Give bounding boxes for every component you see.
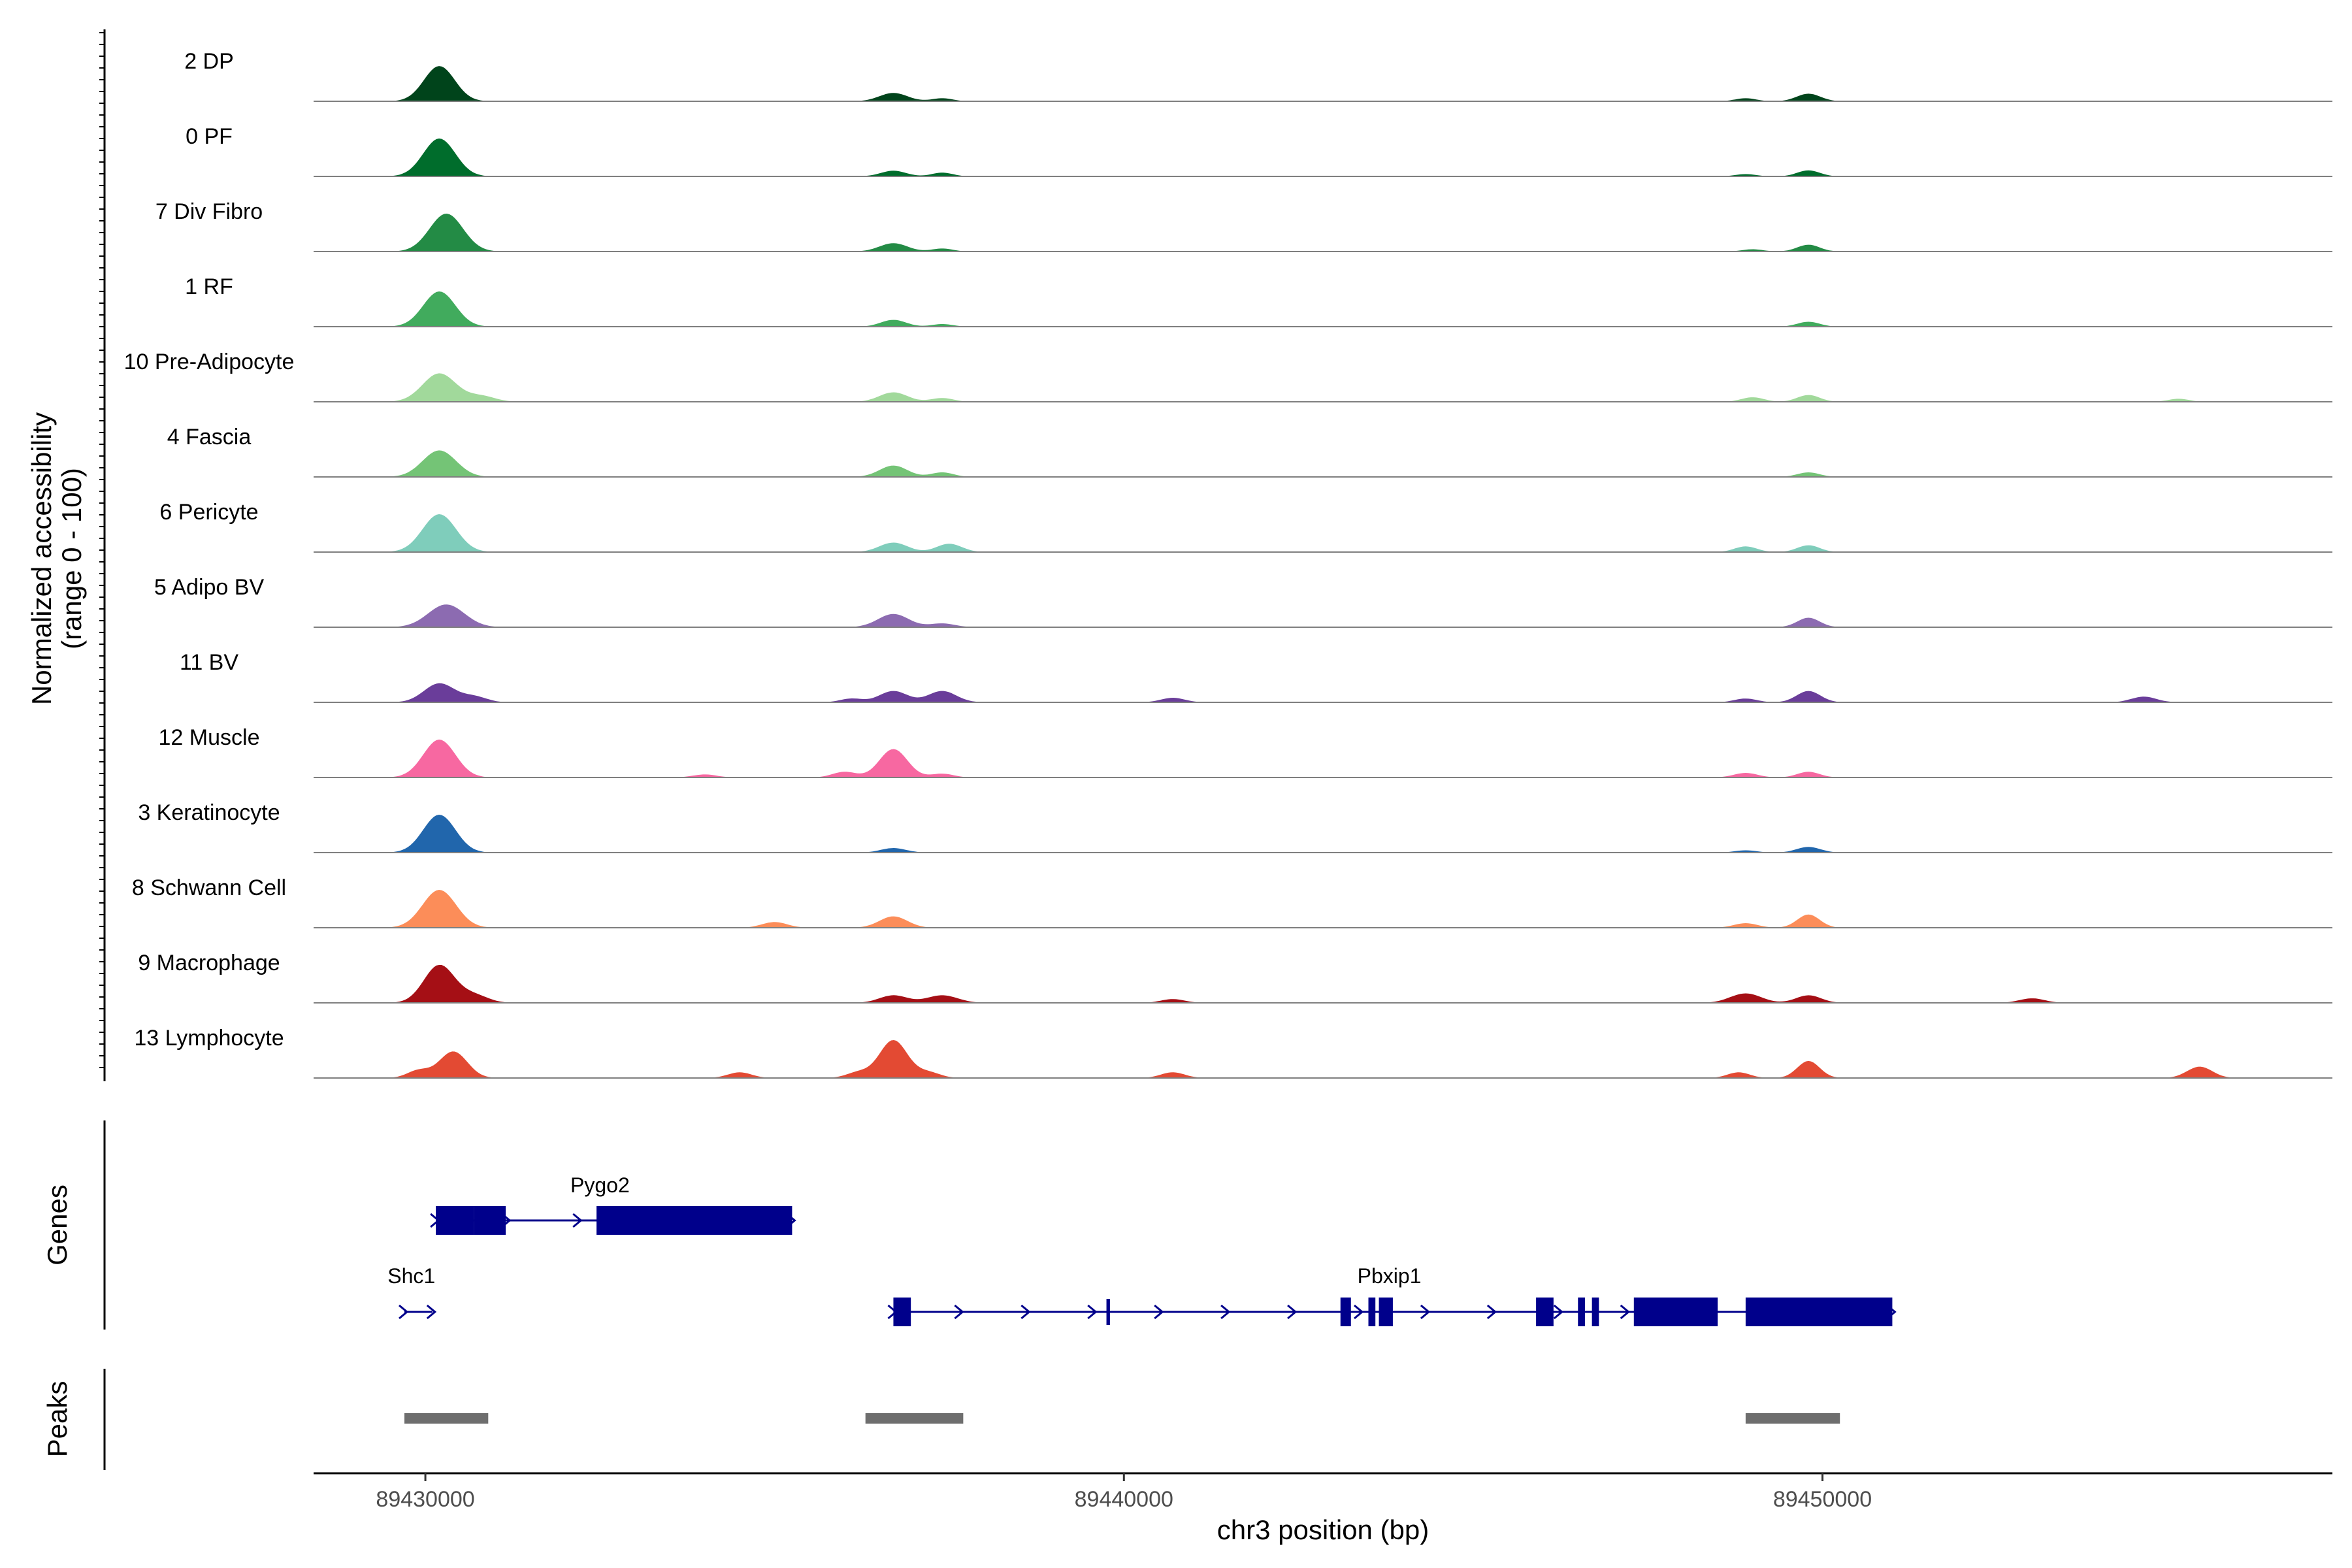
exon-block — [1340, 1298, 1351, 1326]
track-label: 5 Adipo BV — [154, 575, 265, 600]
x-axis-title: chr3 position (bp) — [1217, 1514, 1429, 1545]
track-11-bv: 11 BV — [180, 650, 2332, 703]
gene-pygo2: Pygo2 — [430, 1173, 796, 1235]
track-label: 9 Macrophage — [138, 951, 280, 975]
peak-bar — [404, 1413, 489, 1424]
strand-arrow — [426, 1304, 437, 1320]
track-9-macrophage: 9 Macrophage — [138, 951, 2332, 1004]
strand-arrow — [1154, 1304, 1164, 1320]
peak-bar — [1745, 1413, 1840, 1424]
strand-arrow — [1553, 1304, 1564, 1320]
strand-arrow — [572, 1213, 583, 1228]
track-label: 0 PF — [186, 124, 233, 149]
x-axis: 89430000 89440000 89450000 chr3 position (… — [314, 1472, 2332, 1545]
track-label: 1 RF — [185, 274, 233, 299]
gene-pbxip1: Pbxip1 — [887, 1264, 1897, 1326]
exon-block — [1379, 1298, 1393, 1326]
peak-regions — [404, 1413, 1840, 1424]
coverage-y-ticks — [99, 32, 105, 1068]
track-5-adipo-bv: 5 Adipo BV — [154, 575, 2332, 628]
exon-block — [436, 1206, 474, 1235]
strand-arrow — [1620, 1304, 1631, 1320]
track-7-div-fibro: 7 Div Fibro — [155, 199, 2332, 252]
gene-models: Pygo2 Shc1 Pbxip1 — [387, 1173, 1897, 1326]
strand-arrow — [1087, 1304, 1098, 1320]
exon-block — [596, 1206, 792, 1235]
exon-block — [1633, 1298, 1718, 1326]
track-label: 13 Lymphocyte — [134, 1026, 284, 1051]
track-3-keratinocyte: 3 Keratinocyte — [138, 800, 2332, 853]
coverage-area — [314, 683, 2332, 702]
track-label: 12 Muscle — [159, 725, 260, 750]
track-label: 3 Keratinocyte — [138, 800, 280, 825]
track-label: 4 Fascia — [167, 425, 252, 449]
strand-arrow — [1287, 1304, 1298, 1320]
strand-arrow — [399, 1304, 409, 1320]
x-tick-label: 89430000 — [376, 1487, 474, 1512]
track-label: 7 Div Fibro — [155, 199, 263, 224]
gene-label: Shc1 — [387, 1264, 435, 1288]
peaks-panel-title: Peaks — [42, 1381, 73, 1458]
peak-bar — [865, 1413, 964, 1424]
track-13-lymphocyte: 13 Lymphocyte — [134, 1026, 2332, 1079]
exon-block — [1368, 1298, 1376, 1326]
genes-panel: Genes Pygo2 Shc1 Pbxip1 — [42, 1120, 1897, 1330]
x-ticks: 89430000 89440000 89450000 — [376, 1473, 1872, 1512]
coverage-panel: Normalized accessibility (range 0 - 100)… — [26, 29, 2332, 1081]
x-tick-label: 89450000 — [1773, 1487, 1872, 1512]
track-12-muscle: 12 Muscle — [159, 725, 2332, 778]
track-2-dp: 2 DP — [184, 49, 2332, 102]
exon-block — [1106, 1299, 1110, 1325]
coverage-y-axis-title-line-2: (range 0 - 100) — [56, 468, 87, 649]
track-label: 8 Schwann Cell — [132, 875, 286, 900]
genes-panel-title: Genes — [42, 1184, 73, 1266]
track-label: 10 Pre-Adipocyte — [124, 350, 295, 374]
track-10-pre-adipocyte: 10 Pre-Adipocyte — [124, 350, 2332, 402]
strand-arrow — [1353, 1304, 1364, 1320]
track-4-fascia: 4 Fascia — [167, 425, 2332, 478]
coverage-y-axis-title-line-1: Normalized accessibility — [26, 412, 57, 705]
x-tick-label: 89440000 — [1075, 1487, 1173, 1512]
track-6-pericyte: 6 Pericyte — [159, 500, 2332, 553]
exon-block — [893, 1298, 911, 1326]
exon-block — [1745, 1298, 1893, 1326]
peaks-panel: Peaks — [42, 1369, 1840, 1470]
strand-arrow — [1021, 1304, 1031, 1320]
strand-arrow — [1420, 1304, 1431, 1320]
track-label: 2 DP — [184, 49, 234, 74]
gene-label: Pygo2 — [570, 1173, 630, 1197]
accessibility-tracks: 2 DP 0 PF 7 Div Fibro 1 RF 10 Pre-Adipocyte 4… — [124, 49, 2332, 1079]
exon-block — [1592, 1298, 1599, 1326]
exon-block — [474, 1206, 506, 1235]
exon-block — [1578, 1298, 1585, 1326]
exon-block — [1536, 1298, 1554, 1326]
gene-label: Pbxip1 — [1358, 1264, 1422, 1288]
track-0-pf: 0 PF — [186, 124, 2332, 177]
gene-shc1: Shc1 — [387, 1264, 437, 1320]
strand-arrow — [1486, 1304, 1497, 1320]
strand-arrow — [1220, 1304, 1231, 1320]
track-label: 11 BV — [180, 650, 238, 675]
strand-arrow — [954, 1304, 964, 1320]
track-8-schwann-cell: 8 Schwann Cell — [132, 875, 2332, 928]
track-label: 6 Pericyte — [159, 500, 258, 525]
track-1-rf: 1 RF — [185, 274, 2332, 327]
